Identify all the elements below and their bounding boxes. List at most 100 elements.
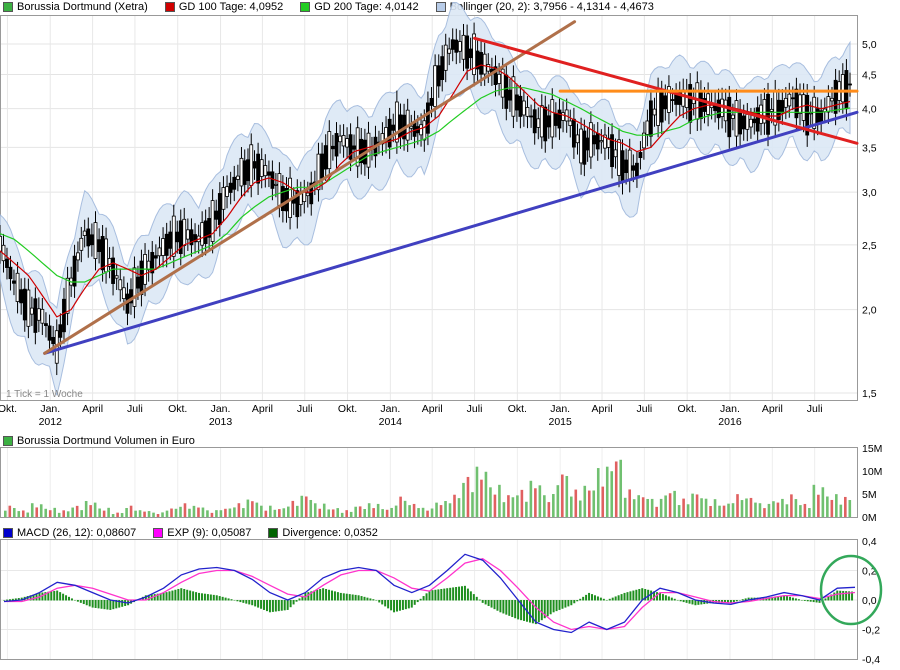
candle-body	[249, 144, 254, 186]
divergence-bar	[372, 599, 375, 601]
candle-body	[72, 255, 77, 287]
candle-body	[200, 222, 205, 246]
volume-bar	[839, 504, 843, 517]
candle-body	[334, 133, 339, 157]
divergence-bar	[209, 594, 212, 601]
divergence-bar	[579, 598, 582, 601]
divergence-bar	[679, 600, 682, 602]
candle-body	[5, 258, 9, 268]
candle-body	[830, 97, 834, 102]
candle-body	[606, 137, 611, 148]
volume-bar	[246, 499, 250, 517]
candle-body	[610, 134, 614, 168]
candle-body	[684, 89, 689, 108]
divergence-bar	[47, 591, 50, 601]
divergence-bar	[109, 600, 112, 610]
divergence-bar	[499, 600, 502, 613]
divergence-bar	[165, 592, 168, 601]
divergence-bar	[224, 597, 227, 601]
divergence-bar	[230, 599, 233, 601]
candle-body	[146, 260, 151, 271]
candle-body	[89, 234, 94, 246]
legend-item: GD 100 Tage: 4,0952	[162, 1, 283, 13]
candle-body	[8, 266, 13, 280]
volume-bar	[260, 505, 263, 517]
divergence-bar	[723, 600, 726, 603]
candle-body	[638, 152, 643, 159]
volume-bar	[282, 508, 286, 517]
candle-body	[12, 280, 16, 284]
legend-item: MACD (26, 12): 0,08607	[0, 527, 136, 539]
divergence-bar	[103, 600, 106, 610]
volume-bar	[345, 510, 348, 517]
volume-bar	[426, 510, 429, 517]
month-label: April	[762, 403, 783, 415]
volume-bar	[120, 513, 124, 517]
volume-bar	[695, 494, 699, 517]
volume-bar	[237, 503, 241, 517]
divergence-bar	[576, 600, 579, 602]
divergence-bar	[91, 600, 94, 608]
divergence-bar	[265, 600, 268, 612]
divergence-bar	[653, 591, 656, 601]
divergence-bar	[688, 600, 691, 604]
divergence-bar	[112, 600, 115, 610]
volume-bar	[107, 507, 110, 517]
candle-body	[36, 308, 41, 321]
divergence-bar	[56, 590, 59, 601]
divergence-bar	[738, 600, 741, 601]
candle-body	[114, 275, 119, 279]
trendline	[43, 110, 859, 355]
price-tick-label: 4,5	[862, 70, 877, 82]
legend-swatch	[268, 528, 279, 538]
divergence-bar	[245, 600, 248, 604]
divergence-bar	[845, 591, 848, 601]
divergence-bar	[694, 600, 697, 606]
volume-bar	[35, 507, 39, 517]
legend-volume: Borussia Dortmund Volumen in Euro	[0, 434, 209, 448]
volume-bar	[664, 495, 667, 517]
candle-body	[699, 91, 703, 120]
volume-bar	[80, 510, 83, 517]
month-label: Juli	[127, 403, 143, 415]
divergence-bar	[744, 598, 747, 601]
volume-bar	[448, 503, 452, 517]
divergence-bar	[32, 594, 35, 601]
volume-bar	[632, 499, 636, 517]
candle-body	[790, 97, 795, 100]
macd-tick-label: 0,4	[862, 536, 877, 548]
divergence-bar	[478, 599, 481, 601]
divergence-bar	[147, 594, 150, 601]
month-label: Jan.	[720, 403, 740, 415]
candle-body	[426, 102, 430, 134]
divergence-bar	[620, 594, 623, 601]
divergence-bar	[540, 600, 543, 621]
divergence-bar	[280, 600, 283, 611]
candle-body	[762, 99, 767, 124]
divergence-bar	[555, 600, 558, 612]
legend-swatch	[3, 528, 13, 538]
candle-body	[107, 258, 112, 267]
volume-bar	[264, 510, 268, 517]
candle-body	[235, 175, 240, 180]
candle-body	[232, 176, 237, 190]
volume-bar	[668, 493, 672, 517]
divergence-bar	[567, 600, 570, 607]
divergence-bar	[531, 600, 534, 624]
candle-body	[826, 96, 831, 113]
candle-body	[648, 100, 653, 137]
volume-bar	[736, 494, 739, 517]
candle-body	[588, 122, 593, 158]
volume-bar	[201, 507, 205, 517]
divergence-bar	[422, 596, 425, 601]
candle-body	[738, 110, 743, 135]
divergence-bar	[709, 600, 712, 604]
volume-bar	[48, 510, 52, 517]
divergence-bar	[310, 591, 313, 601]
volume-bar	[614, 461, 618, 517]
month-label: Jan.	[40, 403, 60, 415]
candle-body	[309, 182, 314, 205]
divergence-bar	[839, 590, 842, 601]
divergence-bar	[17, 598, 20, 601]
divergence-bar	[815, 600, 818, 603]
